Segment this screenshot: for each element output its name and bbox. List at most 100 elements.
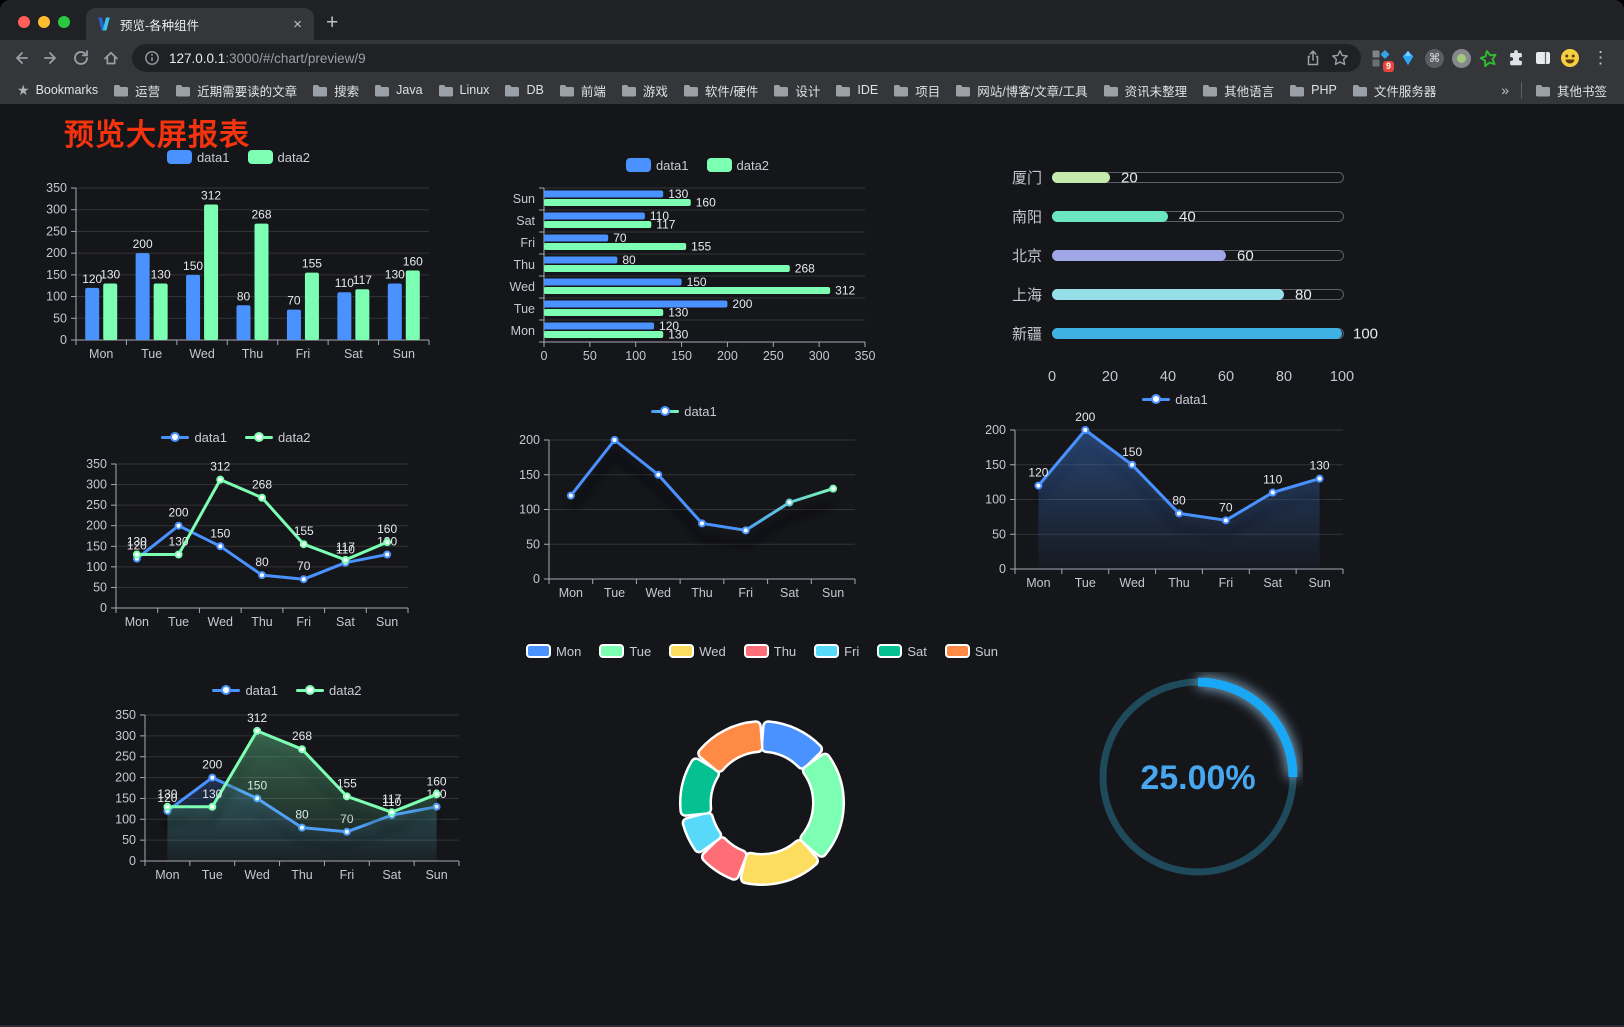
bookmark-folder[interactable]: 前端 [552,78,613,103]
bookmark-folder[interactable]: 设计 [766,78,827,103]
chart-legend: data1 data2 [52,428,420,446]
minimize-window-button[interactable] [38,16,50,28]
svg-text:300: 300 [115,729,136,743]
url-text[interactable]: 127.0.0.1:3000/#/chart/preview/9 [169,50,366,66]
svg-text:80: 80 [237,289,251,303]
legend-item-data2[interactable]: data2 [296,683,362,698]
bookmark-folder[interactable]: 项目 [886,78,947,103]
legend-item-Sun[interactable]: Sun [944,644,998,659]
svg-text:50: 50 [53,311,67,325]
svg-text:Mon: Mon [125,615,149,629]
legend-item-data2[interactable]: data2 [247,150,310,165]
svg-text:Wed: Wed [646,586,672,600]
svg-text:350: 350 [115,708,136,722]
legend-item-data1[interactable]: data1 [625,158,689,173]
svg-text:0: 0 [100,601,107,615]
extension-grid-icon[interactable]: 9 [1367,43,1394,73]
bookmark-folder[interactable]: 近期需要读的文章 [168,78,304,103]
bookmark-folder[interactable]: Java [367,80,429,100]
bookmarks-root[interactable]: ★ Bookmarks [17,82,99,98]
home-button[interactable] [96,43,126,73]
legend-item-Tue[interactable]: Tue [599,644,651,659]
donut-canvas [679,720,845,886]
legend-item-data1[interactable]: data1 [166,150,230,165]
legend-swatch-icon [166,150,192,164]
svg-text:268: 268 [795,262,815,276]
legend-item-data1[interactable]: data1 [651,404,717,419]
legend-item-data1[interactable]: data1 [212,683,278,698]
progress-value: 40 [1179,208,1196,225]
share-icon[interactable] [1304,49,1322,67]
svg-text:268: 268 [252,478,272,492]
progress-track: 20 [1052,169,1344,186]
bookmarks-overflow-chevron[interactable]: » [1501,82,1509,98]
site-favicon-icon [96,16,112,32]
menu-kebab-icon[interactable]: ⋮ [1592,48,1609,67]
bookmark-folder[interactable]: Linux [431,80,497,100]
bookmark-star-icon[interactable] [1331,49,1349,67]
close-window-button[interactable] [18,16,30,28]
bookmark-folder[interactable]: 文件服务器 [1345,78,1444,103]
legend-item-Fri[interactable]: Fri [814,644,859,659]
folder-icon [835,84,851,97]
svg-text:250: 250 [86,498,107,512]
svg-text:130: 130 [668,187,688,201]
extension-command-icon[interactable]: ⌘ [1421,43,1448,73]
svg-text:312: 312 [210,460,230,474]
bookmark-folder[interactable]: 游戏 [614,78,675,103]
legend-item-Wed[interactable]: Wed [669,644,726,659]
svg-text:Tue: Tue [202,868,223,882]
bookmark-folder[interactable]: IDE [828,80,885,100]
site-info-icon[interactable] [144,50,160,66]
new-tab-button[interactable]: + [326,11,339,34]
other-bookmarks[interactable]: 其他书签 [1528,78,1614,103]
tab-close-icon[interactable]: × [293,15,302,33]
back-button[interactable] [6,43,36,73]
svg-text:200: 200 [1075,412,1095,424]
bookmark-folder[interactable]: 运营 [106,78,167,103]
legend-item-Thu[interactable]: Thu [743,644,796,659]
legend-item-data2[interactable]: data2 [706,158,769,173]
reload-button[interactable] [66,43,96,73]
chart-line-two: data1 data2 0 50 100 150 200 250 300 350 Mon Tue Wed… [52,428,420,655]
svg-text:Sun: Sun [376,615,398,629]
bookmark-folder[interactable]: 网站/博客/文章/工具 [948,78,1094,103]
bookmark-folder[interactable]: 软件/硬件 [676,78,765,103]
svg-text:120: 120 [157,791,177,805]
extension-diamond-icon[interactable] [1394,43,1421,73]
bookmark-folder[interactable]: 其他语言 [1195,78,1281,103]
browser-tab[interactable]: 预览-各种组件 × [86,8,314,40]
legend-item-data1[interactable]: data1 [161,430,227,445]
bookmark-folder[interactable]: 资讯未整理 [1096,78,1195,103]
extension-green-star-icon[interactable] [1475,43,1502,73]
forward-button[interactable] [36,43,66,73]
legend-item-data1[interactable]: data1 [1142,392,1208,407]
address-bar[interactable]: 127.0.0.1:3000/#/chart/preview/9 [132,44,1361,72]
svg-text:Thu: Thu [291,868,313,882]
extensions-puzzle-icon[interactable] [1502,43,1529,73]
folder-icon [773,84,789,97]
legend-item-Mon[interactable]: Mon [526,644,581,659]
legend-swatch-icon [669,644,695,658]
chart-bar-vertical: data1 data2 0 50 100 150 200 250 300 350 Mon Tue Wed… [36,148,441,375]
legend-item-Sat[interactable]: Sat [877,644,927,659]
side-panel-icon[interactable] [1529,43,1556,73]
bookmark-folder[interactable]: DB [497,80,550,100]
zoom-window-button[interactable] [58,16,70,28]
chart-gauge: 25.00% [1093,672,1303,887]
progress-fill [1052,250,1226,261]
emoji-extension-icon[interactable] [1556,43,1583,73]
svg-text:130: 130 [100,268,120,282]
bookmark-folder[interactable]: PHP [1282,80,1344,100]
chart-legend: data1 data2 [103,681,471,699]
svg-text:70: 70 [1219,500,1233,514]
svg-text:70: 70 [613,231,627,245]
svg-text:160: 160 [377,522,397,536]
legend-item-data2[interactable]: data2 [245,430,311,445]
extension-record-icon[interactable] [1448,43,1475,73]
folder-icon [893,84,909,97]
svg-text:117: 117 [656,218,675,232]
svg-text:100: 100 [46,290,67,304]
bookmark-folder[interactable]: 搜索 [305,78,366,103]
svg-text:300: 300 [809,349,830,363]
